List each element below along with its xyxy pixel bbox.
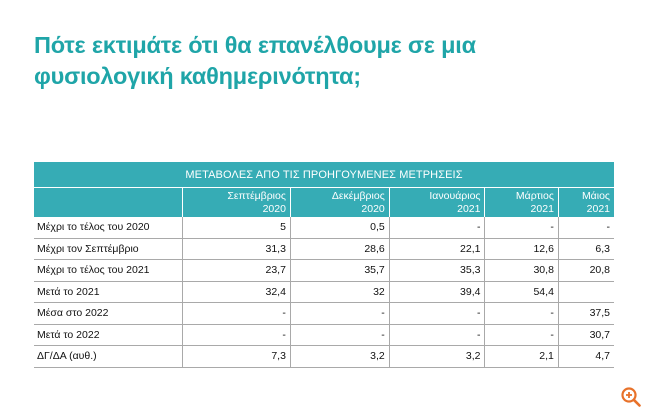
table-cell: - (388, 302, 485, 325)
column-header-1: Δεκέμβριος 2020 (289, 187, 390, 217)
column-header-0: Σεπτέμβριος 2020 (181, 187, 291, 217)
column-header-2: Ιανουάριος 2021 (388, 187, 485, 217)
table-row: Μέχρι τον Σεπτέμβριο 31,3 28,6 22,1 12,6 6,3 (34, 238, 614, 260)
table-row: Μέσα στο 2022- - - -37,5 (34, 302, 614, 325)
column-header-3: Μάρτιος 2021 (484, 187, 559, 217)
column-month: Μάιος (581, 189, 610, 202)
table-cell: - (289, 302, 390, 325)
table-cell: - (289, 324, 390, 346)
column-year: 2021 (586, 202, 610, 215)
table-cell (557, 281, 614, 303)
table-cell: 2,1 (484, 345, 559, 368)
table-cell: 22,1 (388, 238, 485, 260)
table-banner-row: ΜΕΤΑΒΟΛΕΣ ΑΠΟ ΤΙΣ ΠΡΟΗΓΟΥΜΕΝΕΣ ΜΕΤΡΗΣΕΙΣ (34, 162, 614, 188)
column-year: 2020 (262, 202, 286, 215)
table-row: Μέχρι το τέλος του 2020 5 0,5- - - (34, 217, 614, 239)
table-row: Μετά το 2021 32,4 32 39,4 54,4 (34, 281, 614, 303)
table-cell: 31,3 (181, 238, 291, 260)
row-label: Μέχρι το τέλος του 2020 (34, 217, 182, 239)
table-cell: - (484, 217, 559, 239)
table-cell: 37,5 (557, 302, 614, 325)
table-cell: - (388, 217, 485, 239)
table-cell: 7,3 (181, 345, 291, 368)
column-year: 2020 (361, 202, 385, 215)
table-cell: 30,8 (484, 259, 559, 282)
table-row: Μέχρι το τέλος του 2021 23,7 35,7 35,3 30,8 2… (34, 259, 614, 282)
column-year: 2021 (530, 202, 554, 215)
table-cell: - (484, 324, 559, 346)
table-body: Μέχρι το τέλος του 2020 5 0,5- - - Μέχρι τον … (34, 217, 614, 368)
table-cell: 39,4 (388, 281, 485, 303)
table-cell: 6,3 (557, 238, 614, 260)
row-label: Μετά το 2021 (34, 281, 182, 303)
table-cell: 23,7 (181, 259, 291, 282)
column-month: Ιανουάριος (429, 189, 481, 202)
column-month: Σεπτέμβριος (227, 189, 286, 202)
table-banner: ΜΕΤΑΒΟΛΕΣ ΑΠΟ ΤΙΣ ΠΡΟΗΓΟΥΜΕΝΕΣ ΜΕΤΡΗΣΕΙΣ (34, 162, 614, 188)
page-title: Πότε εκτιμάτε ότι θα επανέλθουμε σε μια … (34, 30, 634, 92)
row-label: Μέσα στο 2022 (34, 302, 182, 325)
table-cell: 5 (181, 217, 291, 239)
table-cell: 30,7 (557, 324, 614, 346)
table-cell: 4,7 (557, 345, 614, 368)
row-label: Μέχρι τον Σεπτέμβριο (34, 238, 182, 260)
table-cell: 3,2 (388, 345, 485, 368)
zoom-lens (621, 387, 637, 403)
column-header-row: Σεπτέμβριος 2020 Δεκέμβριος 2020 Ιανουάριος 2… (34, 187, 614, 217)
title-line-2: φυσιολογική καθημερινότητα; (34, 63, 361, 89)
data-table: ΜΕΤΑΒΟΛΕΣ ΑΠΟ ΤΙΣ ΠΡΟΗΓΟΥΜΕΝΕΣ ΜΕΤΡΗΣΕΙΣ… (34, 162, 614, 368)
row-label: Μετά το 2022 (34, 324, 182, 346)
table-cell: - (181, 324, 291, 346)
table-cell: 54,4 (484, 281, 559, 303)
table-cell: 12,6 (484, 238, 559, 260)
table-cell: 35,7 (289, 259, 390, 282)
table-cell: 0,5 (289, 217, 390, 239)
table-cell: - (181, 302, 291, 325)
table-cell: - (388, 324, 485, 346)
zoom-in-icon[interactable] (620, 386, 642, 408)
table-cell: 32,4 (181, 281, 291, 303)
table-row: ΔΓ/ΔΑ (αυθ.) 7,3 3,2 3,2 2,1 4,7 (34, 345, 614, 368)
column-month: Δεκέμβριος (331, 189, 385, 202)
table-cell: - (557, 217, 614, 239)
table-cell: 20,8 (557, 259, 614, 282)
column-header-4: Μάιος 2021 (557, 187, 614, 217)
table-row: Μετά το 2022- - - -30,7 (34, 324, 614, 346)
table-cell: 28,6 (289, 238, 390, 260)
table-cell: - (484, 302, 559, 325)
column-month: Μάρτιος (515, 189, 554, 202)
title-line-1: Πότε εκτιμάτε ότι θα επανέλθουμε σε μια (34, 32, 476, 58)
table-cell: 35,3 (388, 259, 485, 282)
table-cell: 32 (289, 281, 390, 303)
table-cell: 3,2 (289, 345, 390, 368)
zoom-handle (632, 398, 641, 407)
row-label: Μέχρι το τέλος του 2021 (34, 259, 182, 282)
column-year: 2021 (457, 202, 481, 215)
corner-header (34, 187, 182, 217)
row-label: ΔΓ/ΔΑ (αυθ.) (34, 345, 182, 368)
